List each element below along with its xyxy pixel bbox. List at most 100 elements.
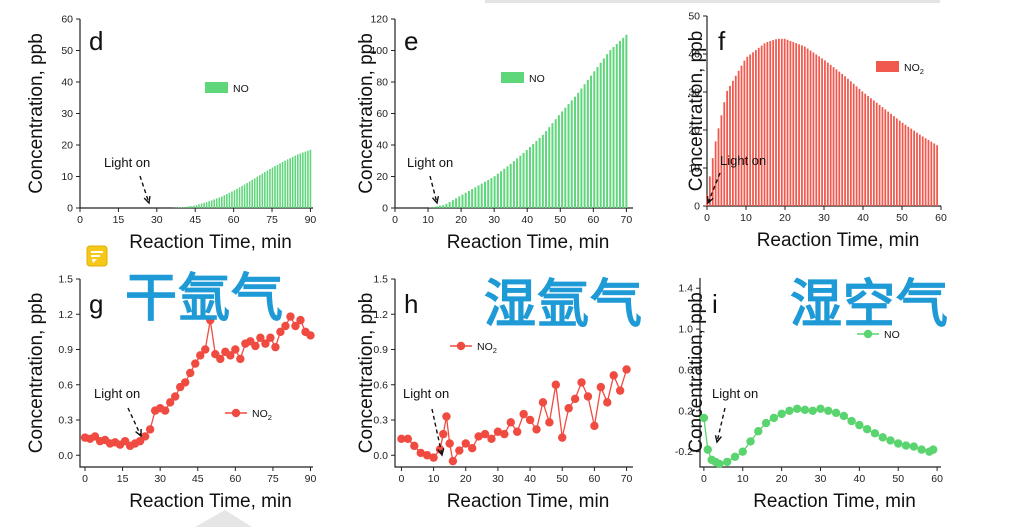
x-tick-label: 50 xyxy=(556,473,568,485)
bar xyxy=(740,65,743,206)
chart-panel-e: 0 20 40 60 80 100 120 0 10 20 30 40 50 60 70 Reaction T… xyxy=(356,14,633,253)
annotation-arrow xyxy=(707,172,721,204)
bar xyxy=(496,173,499,208)
data-point xyxy=(226,351,235,360)
y-tick-label: 30 xyxy=(61,108,73,120)
y-tick-label: 10 xyxy=(61,171,73,183)
legend-label: NO xyxy=(233,83,249,95)
y-tick-label: 50 xyxy=(688,11,700,23)
bar xyxy=(901,122,904,206)
bar xyxy=(577,92,580,208)
bar xyxy=(438,205,441,208)
x-tick-label: 50 xyxy=(892,473,904,485)
annotation-arrow xyxy=(429,175,438,204)
chart-panel-d: 0 10 20 30 40 50 60 0 15 30 45 60 75 90 Reaction Time,… xyxy=(26,14,316,254)
y-tick-label: 1.2 xyxy=(373,309,388,321)
data-point xyxy=(271,342,280,352)
x-tick-label: 70 xyxy=(621,214,633,226)
bar xyxy=(887,111,890,206)
bar xyxy=(801,45,803,206)
x-tick-label: 40 xyxy=(521,214,533,226)
data-point xyxy=(730,452,740,461)
data-point xyxy=(847,416,856,426)
bar xyxy=(921,136,924,206)
y-axis-title: Concentration, ppb xyxy=(686,31,707,192)
bar xyxy=(281,161,284,208)
bar xyxy=(760,45,763,206)
data-point xyxy=(403,434,413,443)
x-axis-title: Reaction Time, min xyxy=(757,230,920,251)
bar xyxy=(737,70,740,206)
data-point xyxy=(545,418,554,427)
data-point xyxy=(435,445,445,454)
bar xyxy=(933,143,936,206)
bar xyxy=(276,164,279,208)
comment-icon[interactable] xyxy=(86,245,108,267)
data-point xyxy=(878,433,887,442)
series-line xyxy=(401,369,628,463)
bar xyxy=(528,147,531,208)
bar xyxy=(464,192,467,208)
data-point xyxy=(276,327,285,337)
x-tick-label: 0 xyxy=(704,212,710,224)
data-point xyxy=(493,427,503,436)
bar xyxy=(783,38,786,206)
legend-marker xyxy=(863,329,873,339)
bar xyxy=(593,71,596,208)
x-tick-label: 10 xyxy=(737,473,749,485)
bar xyxy=(792,42,795,206)
data-point xyxy=(761,418,771,428)
data-point xyxy=(532,425,541,434)
data-point xyxy=(439,429,448,439)
panel-label: d xyxy=(89,26,103,56)
bar xyxy=(435,206,438,208)
data-point xyxy=(785,406,794,416)
legend-label: NO2 xyxy=(252,408,272,422)
annotation-arrow xyxy=(431,408,443,456)
bar xyxy=(198,204,200,208)
bar xyxy=(803,46,806,206)
bar xyxy=(448,201,451,208)
data-point xyxy=(500,429,509,439)
bar xyxy=(299,153,302,208)
x-tick-label: 45 xyxy=(189,214,201,226)
bar xyxy=(746,56,749,207)
bar xyxy=(861,91,864,206)
bar xyxy=(757,47,760,207)
bar xyxy=(602,58,605,209)
bar xyxy=(487,179,490,208)
data-point xyxy=(165,398,175,407)
y-axis-title: Concentration, ppb xyxy=(26,33,47,194)
bar xyxy=(500,171,503,208)
bar xyxy=(612,47,615,208)
data-point xyxy=(281,321,290,331)
bar xyxy=(266,170,269,208)
bar xyxy=(910,128,913,206)
x-tick-label: 20 xyxy=(460,473,472,485)
y-tick-label: 0.3 xyxy=(373,415,388,427)
legend-swatch xyxy=(501,72,524,83)
bar xyxy=(743,60,746,207)
bar xyxy=(852,83,855,206)
panel-label: g xyxy=(89,289,103,319)
data-point xyxy=(901,441,911,450)
data-point xyxy=(196,351,205,360)
bar xyxy=(296,154,299,208)
y-axis-title: Concentration, ppb xyxy=(686,292,707,453)
bar xyxy=(259,175,261,208)
bar xyxy=(564,107,567,208)
y-tick-label: 0.9 xyxy=(58,344,73,356)
bar xyxy=(241,185,243,208)
legend-marker xyxy=(231,408,241,418)
x-tick-label: 75 xyxy=(266,214,278,226)
bar xyxy=(838,71,841,206)
y-tick-label: 40 xyxy=(61,77,73,89)
legend: NO xyxy=(205,82,249,95)
bar xyxy=(755,50,757,206)
data-point xyxy=(816,404,825,413)
bar xyxy=(893,116,895,206)
bar xyxy=(895,118,898,206)
legend-label: NO2 xyxy=(904,62,924,76)
data-point xyxy=(236,354,245,364)
